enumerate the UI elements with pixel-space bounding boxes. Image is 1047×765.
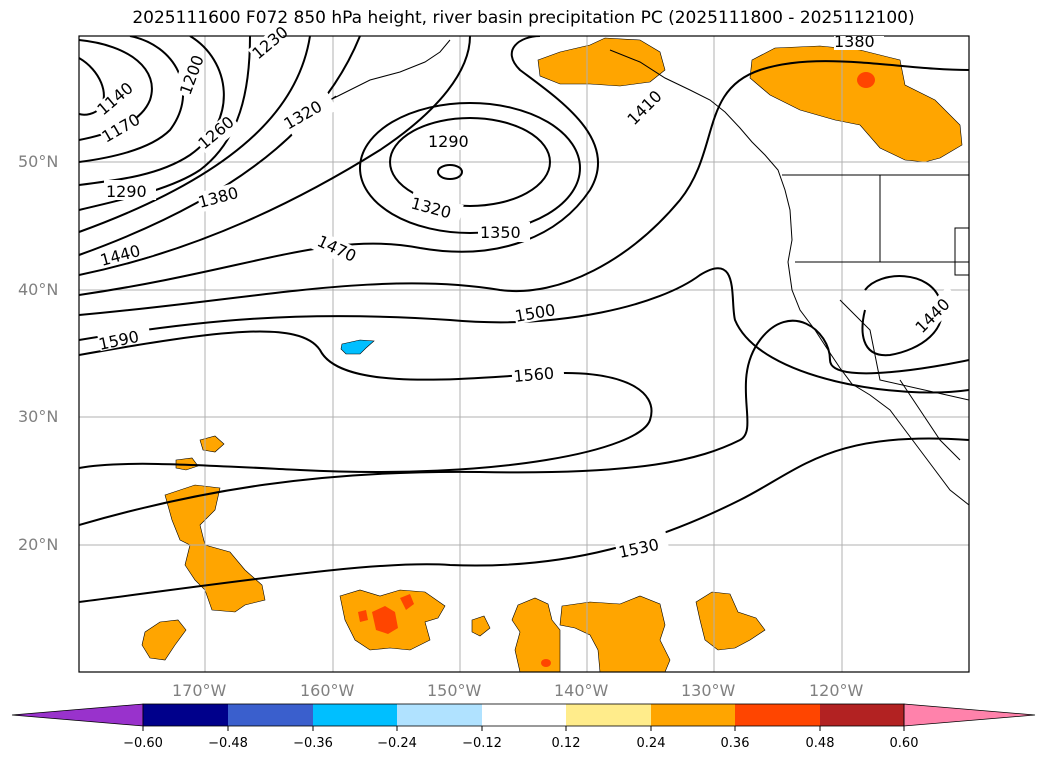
lat-label-20n: 20°N (18, 535, 59, 554)
contour-label-1380-east: 1380 (834, 32, 875, 51)
colorbar-segment-5 (482, 704, 566, 726)
colorbar-segment-7 (651, 704, 735, 726)
colorbar-tick-label: −0.36 (293, 736, 333, 751)
lon-label-170w: 170°W (172, 681, 227, 700)
precip-red-bc (857, 72, 875, 88)
precip-orange-alaska-gulf (537, 37, 666, 87)
colorbar-tick-label: −0.60 (123, 736, 163, 751)
colorbar-segment-6 (566, 704, 651, 726)
colorbar-segment-1 (143, 704, 228, 726)
contour-label-1350: 1350 (480, 223, 521, 242)
contour-label-1560: 1560 (513, 364, 555, 386)
colorbar-segment-8 (735, 704, 820, 726)
lon-label-120w: 120°W (809, 681, 864, 700)
colorbar-tick-label: 0.48 (805, 736, 835, 751)
lon-label-150w: 150°W (427, 681, 482, 700)
colorbar-tick-label: −0.24 (377, 736, 417, 751)
colorbar-segment-9 (820, 704, 904, 726)
height-contours (79, 36, 969, 603)
contour-label-group: 1140 1170 1200 1230 1260 1290 1320 1290 … (93, 22, 962, 562)
colorbar-segment-3 (313, 704, 397, 726)
colorbar-tick-label: −0.12 (462, 736, 502, 751)
colorbar-tick-label: −0.48 (208, 736, 248, 751)
precip-orange-west-2 (199, 435, 225, 453)
precip-shading (141, 37, 963, 672)
colorbar-segment-4 (397, 704, 482, 726)
colorbar-segment-2 (228, 704, 313, 726)
colorbar (11, 703, 1036, 731)
precip-orange-east-1 (511, 597, 561, 672)
precip-red-central-3 (358, 610, 368, 622)
precip-orange-east-3 (695, 591, 766, 651)
lat-label-30n: 30°N (18, 407, 59, 426)
colorbar-border (142, 703, 905, 727)
contour-label-1290-west: 1290 (106, 182, 147, 201)
lat-label-40n: 40°N (18, 280, 59, 299)
colorbar-tick-label: 0.36 (720, 736, 750, 751)
lon-label-160w: 160°W (300, 681, 355, 700)
coastlines (289, 39, 969, 506)
lon-label-140w: 140°W (554, 681, 609, 700)
precip-red-east (541, 659, 551, 667)
lat-label-50n: 50°N (18, 152, 59, 171)
precip-orange-west-4 (141, 619, 187, 661)
plot-title: 2025111600 F072 850 hPa height, river ba… (132, 8, 915, 28)
colorbar-tick-label: 0.24 (636, 736, 666, 751)
colorbar-tick-label: 0.60 (889, 736, 919, 751)
map-frame-border (78, 35, 970, 673)
precip-orange-east-4 (471, 615, 491, 637)
precip-lightblue-patch (340, 339, 375, 355)
precip-red-central-1 (372, 606, 398, 634)
contour-label-1290-low: 1290 (428, 132, 469, 151)
precip-red-central-2 (400, 594, 414, 610)
colorbar-tick-label: 0.12 (551, 736, 581, 751)
colorbar-extend-low (11, 703, 144, 727)
colorbar-extend-high (903, 703, 1036, 727)
lon-label-130w: 130°W (681, 681, 736, 700)
